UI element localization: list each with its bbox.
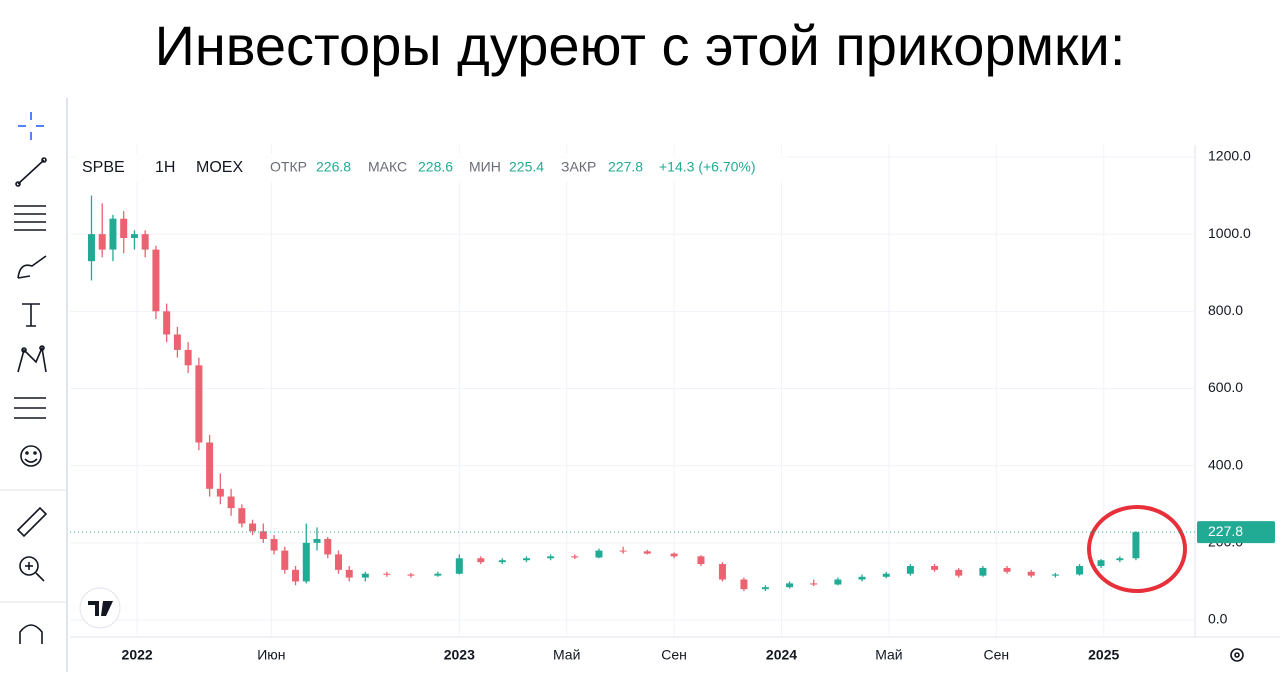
x-tick-label: 2024 <box>766 647 797 663</box>
candle-body <box>834 579 842 585</box>
candle-body <box>259 531 267 539</box>
candle-body <box>238 508 246 524</box>
candle-body <box>670 553 678 557</box>
candle-body <box>477 558 485 563</box>
candle-body <box>979 567 987 576</box>
candle-body <box>302 542 310 582</box>
x-tick-label: 2023 <box>444 647 475 663</box>
candle-body <box>955 569 963 576</box>
candle-body <box>1132 532 1140 559</box>
candle-body <box>547 556 555 559</box>
candle-body <box>1116 558 1124 561</box>
y-tick-label: 400.0 <box>1208 456 1243 472</box>
candle-body <box>334 554 342 570</box>
y-tick-label: 1000.0 <box>1208 225 1251 241</box>
meme-title: Инвесторы дуреют с этой прикормки: <box>155 14 1126 77</box>
candle-body <box>434 573 442 576</box>
toolbar <box>0 98 68 672</box>
x-tick-label: 2022 <box>122 647 153 663</box>
candle-body <box>858 576 866 580</box>
plot <box>87 195 1140 592</box>
candle-body <box>761 587 769 590</box>
exchange: MOEX <box>196 159 243 176</box>
legend-header: SPBE 1H MOEX ОТКР 226.8 МАКС 228.6 МИН 2… <box>76 154 786 182</box>
candle-body <box>522 558 530 561</box>
candle-body <box>216 488 224 497</box>
low-label: МИН <box>469 159 501 175</box>
candle-body <box>1097 560 1105 566</box>
close-label: ЗАКР <box>561 159 596 175</box>
candle-body <box>407 574 415 576</box>
candle-body <box>1076 565 1084 575</box>
candle-body <box>249 523 257 532</box>
candle-body <box>740 579 748 590</box>
interval: 1H <box>155 159 175 176</box>
candle-body <box>571 556 579 558</box>
ticker: SPBE <box>82 159 125 176</box>
candle-body <box>227 496 235 509</box>
candle-body <box>270 538 278 551</box>
x-tick-label: Май <box>875 647 902 663</box>
y-tick-label: 1200.0 <box>1208 148 1251 164</box>
candle-body <box>313 538 321 543</box>
candle-body <box>383 573 391 575</box>
candle-body <box>195 365 203 443</box>
candle-body <box>206 442 214 489</box>
candle-body <box>130 234 138 238</box>
candle-body <box>361 573 369 578</box>
candle-body <box>906 565 914 574</box>
candle-body <box>697 556 705 565</box>
candle-body <box>345 569 353 578</box>
candle-body <box>163 311 171 335</box>
close-value: 227.8 <box>608 159 643 175</box>
candle-body <box>324 538 332 555</box>
x-tick-label: Июн <box>257 647 285 663</box>
last-price-label: 227.8 <box>1208 523 1243 539</box>
candle-body <box>1051 574 1059 576</box>
candle-body <box>184 349 192 366</box>
candle-body <box>281 550 289 570</box>
candle-body <box>455 558 463 574</box>
candle-body <box>109 218 117 250</box>
open-value: 226.8 <box>316 159 351 175</box>
candle-body <box>498 560 506 563</box>
candle-body <box>120 218 128 238</box>
candle-body <box>1003 567 1011 572</box>
candle-body <box>173 334 181 350</box>
change: +14.3 (+6.70%) <box>659 159 756 175</box>
settings-gear <box>1230 648 1244 662</box>
highlight-circle <box>1087 505 1187 593</box>
open-label: ОТКР <box>270 159 307 175</box>
x-tick-label: Сен <box>983 647 1009 663</box>
grid <box>70 145 1195 637</box>
candle-body <box>882 573 890 577</box>
candle-body <box>292 569 300 582</box>
candle-body <box>595 550 603 558</box>
y-tick-label: 600.0 <box>1208 379 1243 395</box>
candle-body <box>619 550 627 552</box>
candle-body <box>786 583 794 588</box>
candle-body <box>141 234 149 250</box>
candle-body <box>1027 571 1035 576</box>
candle-body <box>810 583 818 585</box>
y-tick-label: 800.0 <box>1208 302 1243 318</box>
last-price-badge <box>1197 521 1275 544</box>
x-tick-label: 2025 <box>1088 647 1119 663</box>
low-value: 225.4 <box>509 159 544 175</box>
candle-body <box>98 234 106 250</box>
high-value: 228.6 <box>418 159 453 175</box>
y-tick-label: 0.0 <box>1208 611 1228 627</box>
candle-body <box>643 551 651 554</box>
candle-body <box>87 234 95 262</box>
candle-body <box>931 565 939 570</box>
high-label: МАКС <box>368 159 407 175</box>
x-tick-label: Май <box>553 647 580 663</box>
tv-logo <box>79 587 121 629</box>
candle-body <box>718 564 726 580</box>
candle-body <box>152 249 160 312</box>
x-tick-label: Сен <box>661 647 687 663</box>
